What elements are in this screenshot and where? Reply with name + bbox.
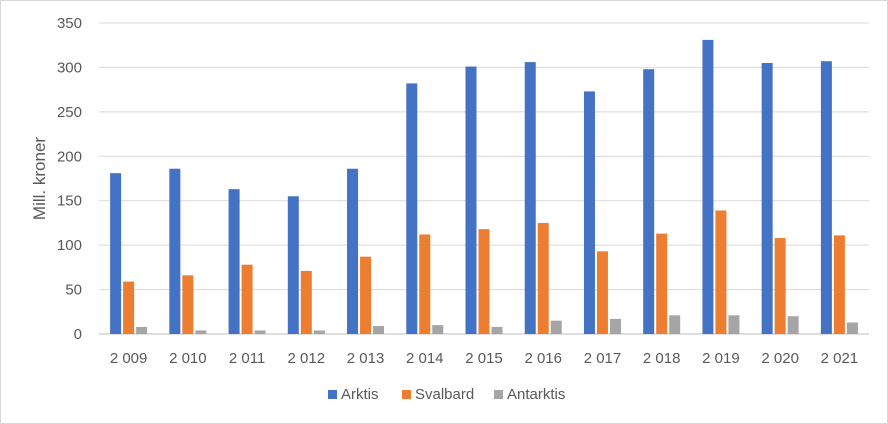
bar-arktis-3 [287, 196, 299, 334]
x-tick-label: 2 017 [584, 350, 622, 367]
y-axis-label: Mill. kroner [30, 137, 49, 220]
bar-antarktis-10 [728, 315, 740, 334]
bar-arktis-1 [169, 168, 181, 334]
bars [110, 39, 858, 335]
bar-arktis-6 [465, 66, 477, 334]
bar-svalbard-6 [478, 229, 490, 334]
x-tick-label: 2 009 [110, 350, 148, 367]
legend-label-svalbard: Svalbard [415, 386, 474, 403]
bar-svalbard-2 [241, 264, 253, 334]
y-tick-label: 300 [57, 59, 82, 76]
bar-antarktis-1 [195, 330, 207, 334]
bar-arktis-10 [702, 39, 714, 334]
x-tick-label: 2 013 [347, 350, 385, 367]
legend-swatch-arktis [328, 390, 337, 399]
y-tick-label: 200 [57, 148, 82, 165]
bar-antarktis-2 [254, 330, 266, 334]
y-tick-label: 150 [57, 193, 82, 210]
bar-svalbard-9 [656, 233, 668, 334]
bar-arktis-4 [347, 168, 359, 334]
y-tick-label: 50 [65, 282, 82, 299]
x-tick-label: 2 018 [643, 350, 681, 367]
bar-antarktis-0 [136, 326, 148, 334]
y-tick-label: 350 [57, 15, 82, 32]
y-tick-label: 250 [57, 104, 82, 121]
x-tick-label: 2 021 [821, 350, 859, 367]
bar-antarktis-11 [787, 316, 799, 334]
x-tick-label: 2 011 [229, 350, 265, 367]
bar-antarktis-3 [313, 330, 325, 334]
bar-arktis-12 [820, 61, 832, 335]
bar-antarktis-5 [432, 325, 444, 334]
bar-arktis-11 [761, 62, 773, 334]
x-tick-label: 2 010 [169, 350, 207, 367]
bar-antarktis-9 [669, 315, 681, 334]
bar-antarktis-6 [491, 326, 503, 334]
x-tick-label: 2 019 [702, 350, 740, 367]
x-tick-label: 2 020 [761, 350, 799, 367]
legend-swatch-antarktis [494, 390, 503, 399]
bar-antarktis-12 [846, 322, 858, 334]
bar-svalbard-8 [596, 251, 608, 334]
x-tick-label: 2 014 [406, 350, 444, 367]
y-tick-label: 100 [57, 237, 82, 254]
y-tick-label: 0 [74, 326, 82, 343]
x-tick-label: 2 015 [465, 350, 503, 367]
bar-svalbard-0 [123, 281, 135, 334]
x-tick-labels: 2 009 2 010 2 011 2 012 2 013 2 014 2 015 2 016… [110, 350, 858, 367]
x-tick-label: 2 012 [288, 350, 326, 367]
bar-svalbard-5 [419, 234, 431, 334]
legend-label-arktis: Arktis [341, 386, 379, 403]
legend-swatch-svalbard [402, 390, 411, 399]
bar-svalbard-7 [537, 222, 549, 334]
bar-antarktis-8 [609, 318, 621, 334]
legend-label-antarktis: Antarktis [507, 386, 565, 403]
bar-antarktis-7 [550, 320, 562, 334]
bar-svalbard-1 [182, 275, 194, 334]
bar-svalbard-10 [715, 210, 727, 334]
bar-antarktis-4 [373, 326, 385, 334]
bar-arktis-2 [228, 189, 240, 334]
bar-arktis-5 [406, 83, 418, 335]
bar-svalbard-11 [774, 238, 786, 334]
bar-arktis-7 [524, 62, 536, 335]
bar-svalbard-3 [300, 270, 312, 334]
bar-arktis-0 [110, 173, 122, 334]
bar-arktis-9 [643, 69, 655, 334]
bar-svalbard-4 [360, 256, 372, 334]
x-tick-label: 2 016 [524, 350, 562, 367]
bar-arktis-8 [583, 91, 595, 334]
bar-svalbard-12 [833, 235, 845, 334]
legend: Arktis Svalbard Antarktis [328, 386, 565, 403]
y-tick-labels: 0 50 100 150 200 250 300 350 [57, 15, 82, 343]
